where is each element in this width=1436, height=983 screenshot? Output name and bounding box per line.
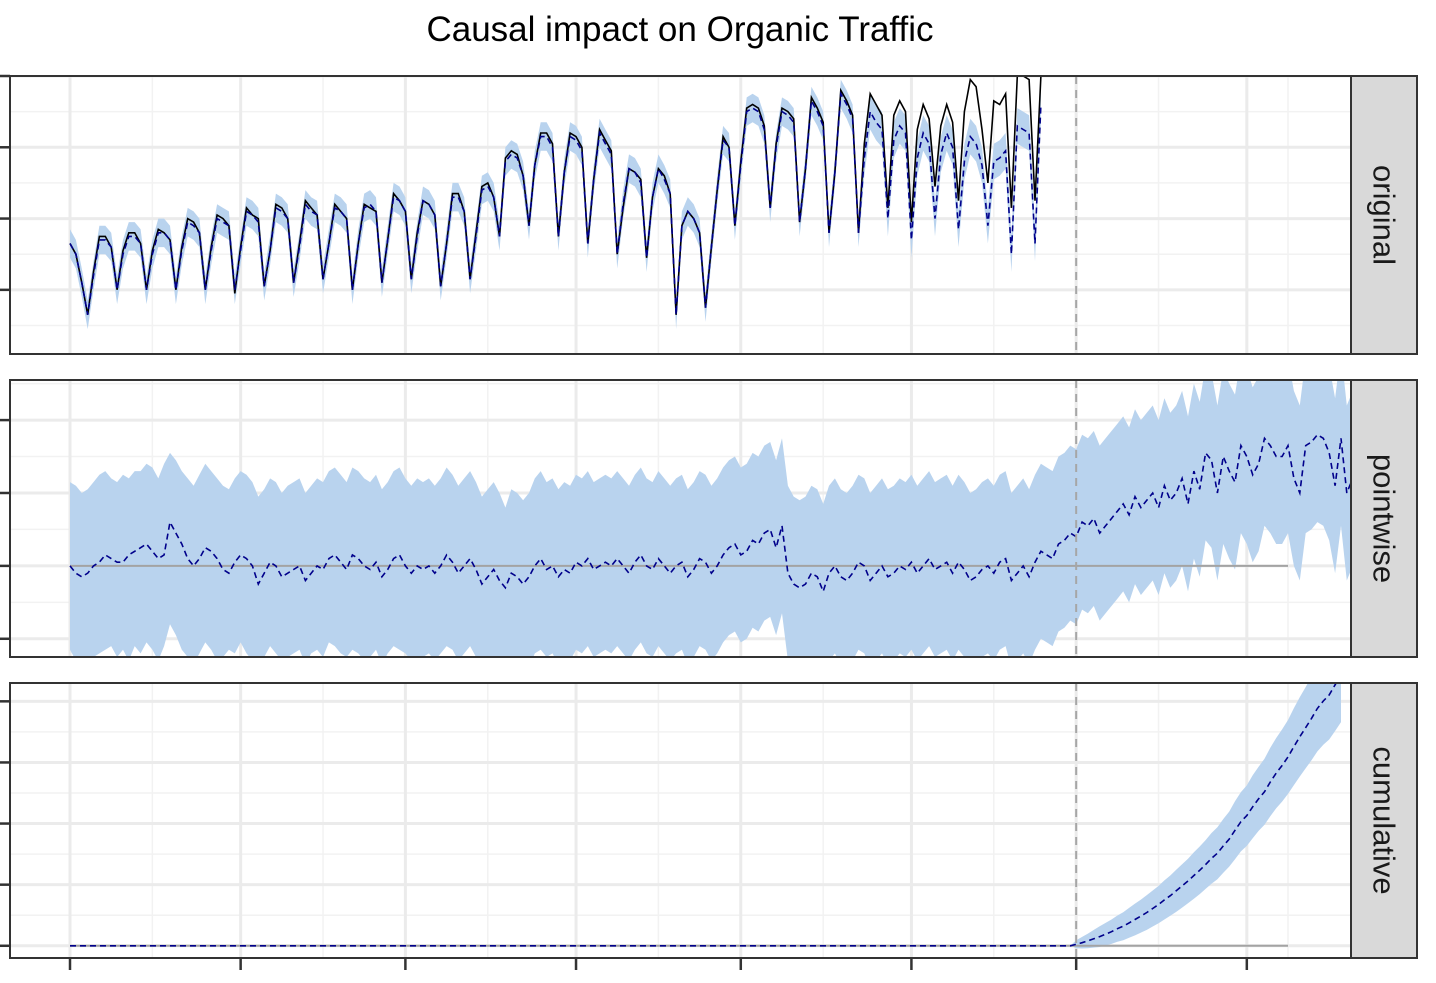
interval-band-cumulative: [70, 683, 1341, 949]
strip-label-pointwise: pointwise: [1367, 454, 1402, 583]
plot-area-original: [10, 76, 1351, 354]
plot-area-cumulative: [10, 683, 1351, 958]
strip-pointwise: [1350, 379, 1418, 658]
interval-band-original: [70, 79, 1041, 330]
plot-area-pointwise: [10, 380, 1351, 657]
interval-band-pointwise: [70, 380, 1351, 657]
predicted-line-cumulative: [70, 683, 1338, 947]
strip-cumulative: [1350, 682, 1418, 959]
predicted-line-pointwise: [69, 433, 1351, 594]
panel-border: [9, 75, 1352, 355]
panel-cumulative: cumulative: [0, 682, 1418, 959]
strip-original: [1350, 75, 1418, 355]
predicted-line-original: [69, 91, 1042, 315]
panel-original: original: [0, 74, 1418, 355]
strip-label-original: original: [1367, 165, 1402, 265]
panel-pointwise: pointwise: [0, 379, 1418, 658]
strip-label-cumulative: cumulative: [1367, 746, 1402, 894]
chart-title: Causal impact on Organic Traffic: [426, 10, 934, 49]
